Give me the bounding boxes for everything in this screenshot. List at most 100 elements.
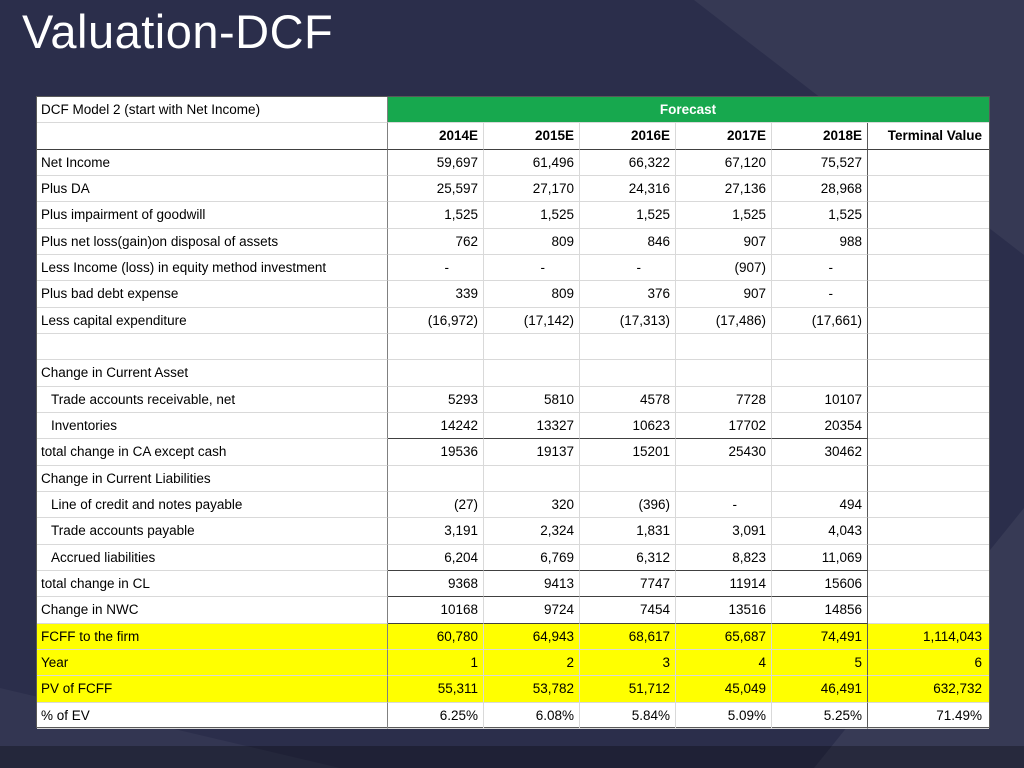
table-row: Less Income (loss) in equity method inve… xyxy=(37,254,989,282)
cell-value: 907 xyxy=(676,228,772,255)
table-row: PV of FCFF 55,311 53,782 51,712 45,049 46,491… xyxy=(37,676,989,703)
terminal-cell-value xyxy=(868,597,989,624)
cell-value xyxy=(388,360,484,387)
cell-value: 320 xyxy=(484,491,580,519)
terminal-cell-value xyxy=(868,308,989,334)
cell-value: 762 xyxy=(388,228,484,255)
table-grid: 2014E 2015E 2016E 2017E 2018E Terminal Value N… xyxy=(37,123,989,729)
cell-value: 1 xyxy=(388,649,484,677)
cell-value: 5810 xyxy=(484,386,580,413)
cell-value: 4 xyxy=(676,649,772,677)
cell-value: 10107 xyxy=(772,386,868,413)
cell-value xyxy=(676,465,772,492)
row-label: Year xyxy=(37,649,388,677)
table-row xyxy=(37,333,989,361)
table-row: Change in NWC 10168 9724 7454 13516 14856 xyxy=(37,597,989,624)
cell-value: 1,525 xyxy=(676,202,772,229)
row-label: Accrued liabilities xyxy=(37,544,388,571)
cell-value xyxy=(676,360,772,387)
cell-value xyxy=(484,333,580,361)
terminal-cell-value: 6 xyxy=(868,649,989,677)
cell-value: (17,661) xyxy=(772,307,868,334)
table-row: Plus bad debt expense 339 809 376 907- xyxy=(37,281,989,308)
cell-value: 5.84% xyxy=(580,702,676,729)
cell-value: 30462 xyxy=(772,439,868,466)
cell-value: 8,823 xyxy=(676,544,772,571)
cell-value: 846 xyxy=(580,228,676,255)
row-label: Trade accounts payable xyxy=(37,518,388,545)
terminal-cell-value xyxy=(868,545,989,571)
cell-value: 1,525 xyxy=(484,202,580,229)
row-label: Plus bad debt expense xyxy=(37,281,388,308)
cell-value: 74,491 xyxy=(772,623,868,650)
row-label: % of EV xyxy=(37,702,388,729)
row-label: Inventories xyxy=(37,412,388,440)
row-label: Less capital expenditure xyxy=(37,307,388,334)
cell-value: 19536 xyxy=(388,439,484,466)
row-label: Net Income xyxy=(37,149,388,176)
terminal-cell-value xyxy=(868,334,989,361)
terminal-cell-value: 1,114,043 xyxy=(868,623,989,650)
cell-value: - xyxy=(772,281,868,308)
table-row: Plus impairment of goodwill 1,525 1,525 1,5… xyxy=(37,202,989,229)
cell-value: 7747 xyxy=(580,570,676,598)
table-row: Net Income 59,697 61,496 66,322 67,120 75,527 xyxy=(37,149,989,176)
cell-value: 15201 xyxy=(580,439,676,466)
row-label: Trade accounts receivable, net xyxy=(37,386,388,413)
terminal-cell-value xyxy=(868,176,989,203)
cell-value: 60,780 xyxy=(388,623,484,650)
forecast-header-row: DCF Model 2 (start with Net Income) Fore… xyxy=(37,97,989,124)
terminal-cell-value xyxy=(868,466,989,492)
cell-value: 6,312 xyxy=(580,544,676,571)
terminal-cell-value xyxy=(868,360,989,387)
cell-value: (27) xyxy=(388,491,484,519)
cell-value: 4,043 xyxy=(772,518,868,545)
cell-value: 46,491 xyxy=(772,676,868,703)
cell-value: 13327 xyxy=(484,412,580,440)
cell-value: (17,486) xyxy=(676,307,772,334)
cell-value: 27,170 xyxy=(484,175,580,203)
terminal-cell-value xyxy=(868,281,989,308)
table-row: FCFF to the firm 60,780 64,943 68,617 65,687… xyxy=(37,623,989,650)
cell-value: 2,324 xyxy=(484,518,580,545)
terminal-cell-value xyxy=(868,229,989,255)
row-label: Plus impairment of goodwill xyxy=(37,202,388,229)
cell-value: 25,597 xyxy=(388,175,484,203)
table-row: Change in Current Liabilities xyxy=(37,465,989,492)
cell-value: 494 xyxy=(772,491,868,519)
cell-value: 65,687 xyxy=(676,623,772,650)
cell-value: 28,968 xyxy=(772,175,868,203)
cell-value: 1,525 xyxy=(580,202,676,229)
cell-value: 2 xyxy=(484,649,580,677)
column-header-row: 2014E 2015E 2016E 2017E 2018E Terminal Value xyxy=(37,123,989,150)
cell-value: 3 xyxy=(580,649,676,677)
cell-value: 5 xyxy=(772,649,868,677)
cell-value: 55,311 xyxy=(388,676,484,703)
cell-value xyxy=(388,333,484,361)
row-label: Change in Current Liabilities xyxy=(37,465,388,492)
cell-value: 3,091 xyxy=(676,518,772,545)
terminal-cell-value: 71.49% xyxy=(868,703,989,729)
cell-value: 53,782 xyxy=(484,676,580,703)
row-label: Change in Current Asset xyxy=(37,360,388,387)
cell-value: 3,191 xyxy=(388,518,484,545)
terminal-cell-value xyxy=(868,518,989,545)
cell-value xyxy=(580,465,676,492)
cell-value: 376 xyxy=(580,281,676,308)
cell-value xyxy=(676,333,772,361)
cell-value: 68,617 xyxy=(580,623,676,650)
table-row: Trade accounts payable 3,191 2,324 1,831 3,0… xyxy=(37,518,989,545)
year-column-header: 2016E xyxy=(580,123,676,150)
cell-value: 51,712 xyxy=(580,676,676,703)
cell-value: 5.09% xyxy=(676,702,772,729)
cell-value xyxy=(772,360,868,387)
cell-value: 75,527 xyxy=(772,149,868,176)
table-row: Plus DA 25,597 27,170 24,316 27,136 28,968 xyxy=(37,175,989,203)
forecast-header: Forecast xyxy=(388,97,989,124)
cell-value xyxy=(484,360,580,387)
cell-value: 1,525 xyxy=(772,202,868,229)
cell-value: 45,049 xyxy=(676,676,772,703)
cell-value: 14242 xyxy=(388,412,484,440)
table-row: total change in CL 9368 9413 7747 11914 15606 xyxy=(37,570,989,598)
